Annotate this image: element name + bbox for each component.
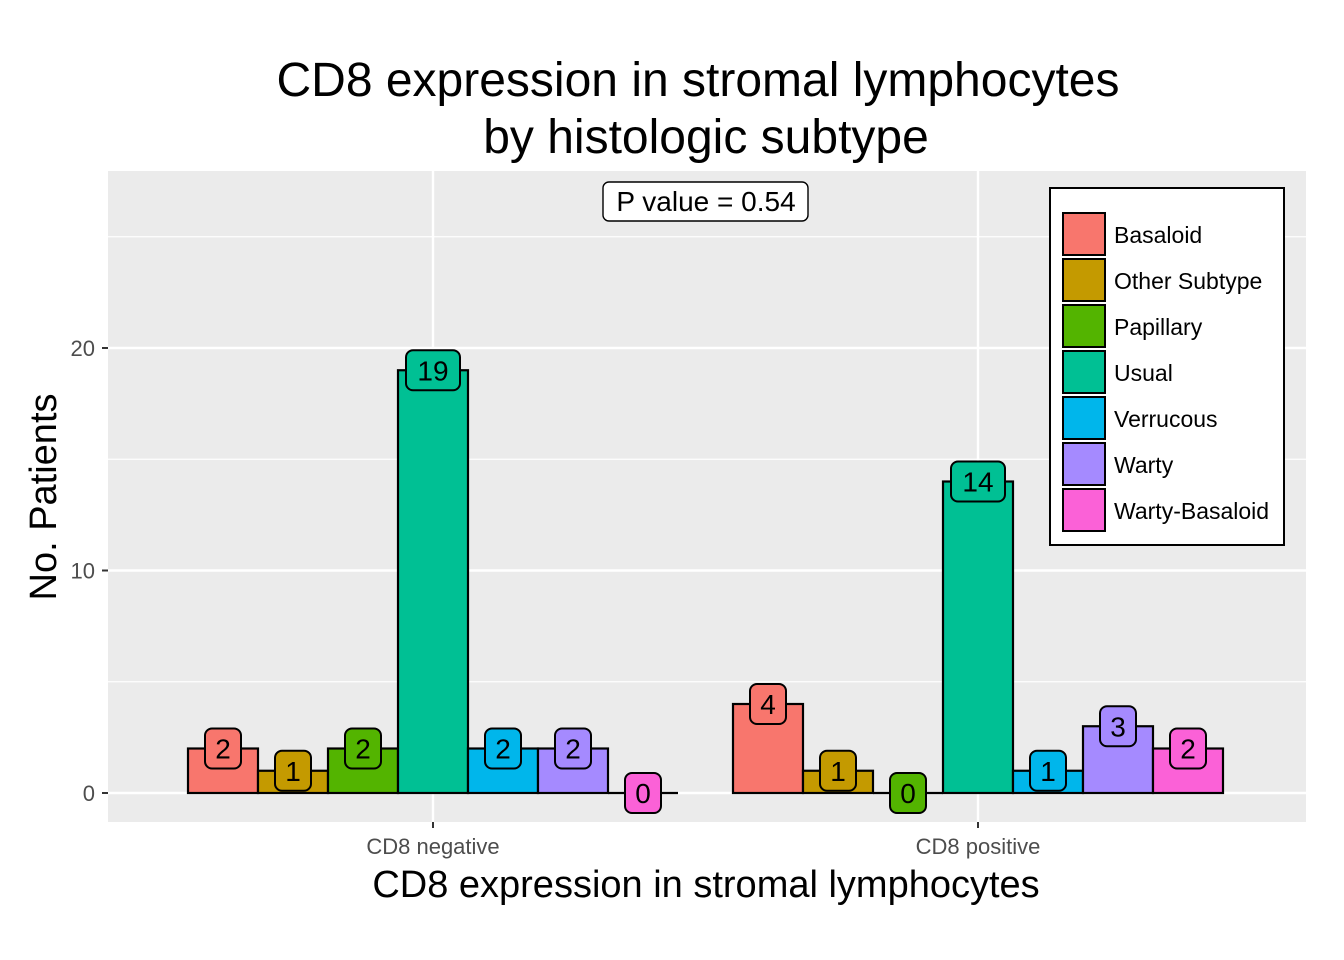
value-label-box <box>484 727 522 770</box>
legend: Basaloid Other Subtype Papillary Usual Verru… <box>1049 187 1285 546</box>
bar <box>396 369 470 795</box>
value-label-box <box>950 460 1006 503</box>
legend-key <box>1062 350 1106 394</box>
value-label: 2 <box>1180 734 1196 765</box>
value-label: 1 <box>285 756 301 787</box>
p-value-annotation: P value = 0.54 <box>602 181 809 222</box>
chart-title-line-1: CD8 expression in stromal lymphocytes <box>277 54 1120 107</box>
x-axis-title: CD8 expression in stromal lymphocytes <box>372 864 1039 906</box>
value-label-box <box>819 749 857 792</box>
legend-label: Basaloid <box>1114 222 1202 248</box>
value-label-box <box>889 772 927 814</box>
p-value-text: P value = 0.54 <box>616 186 795 217</box>
legend-key <box>1062 442 1106 486</box>
value-label-box <box>554 727 592 770</box>
legend-label: Verrucous <box>1114 406 1218 432</box>
bar <box>1151 747 1225 795</box>
legend-label: Other Subtype <box>1114 268 1262 294</box>
value-label-box <box>405 349 461 392</box>
value-label-box <box>344 727 382 770</box>
value-label: 2 <box>495 734 511 765</box>
x-tick-label: CD8 positive <box>916 834 1041 859</box>
value-label-box <box>1029 749 1067 792</box>
value-label: 1 <box>830 756 846 787</box>
value-label: 4 <box>760 689 776 720</box>
legend-label: Usual <box>1114 360 1173 386</box>
value-label: 19 <box>417 355 448 386</box>
value-label-box <box>1169 727 1207 770</box>
y-axis-title: No. Patients <box>23 394 65 601</box>
legend-key <box>1062 396 1106 440</box>
value-label: 2 <box>215 734 231 765</box>
chart-title-line-2: by histologic subtype <box>483 111 929 164</box>
value-label-box <box>1099 705 1137 748</box>
value-label-box <box>204 727 242 770</box>
y-tick-label: 20 <box>71 336 95 361</box>
x-tick-label: CD8 negative <box>366 834 499 859</box>
legend-label: Warty-Basaloid <box>1114 498 1269 524</box>
y-tick-label: 10 <box>71 559 95 584</box>
x-axis: CD8 negative CD8 positive <box>366 822 1040 859</box>
value-label: 3 <box>1110 711 1126 742</box>
value-label: 1 <box>1040 756 1056 787</box>
value-label: 0 <box>635 778 651 809</box>
legend-label: Papillary <box>1114 314 1203 340</box>
y-tick-label: 0 <box>83 781 95 806</box>
value-label-box <box>624 772 662 814</box>
legend-key <box>1062 304 1106 348</box>
value-label-box <box>749 683 787 725</box>
legend-key <box>1062 488 1106 532</box>
value-labels: 2 4 1 1 2 0 19 14 2 1 2 3 0 2 <box>204 349 1207 814</box>
y-axis: 0 10 20 <box>71 336 108 806</box>
value-label: 14 <box>962 467 993 498</box>
value-label: 2 <box>355 734 371 765</box>
legend-key <box>1062 258 1106 302</box>
value-label-box <box>274 749 312 792</box>
legend-key <box>1062 212 1106 256</box>
legend-label: Warty <box>1114 452 1174 478</box>
bar <box>941 480 1015 795</box>
value-label: 2 <box>565 734 581 765</box>
value-label: 0 <box>900 778 916 809</box>
